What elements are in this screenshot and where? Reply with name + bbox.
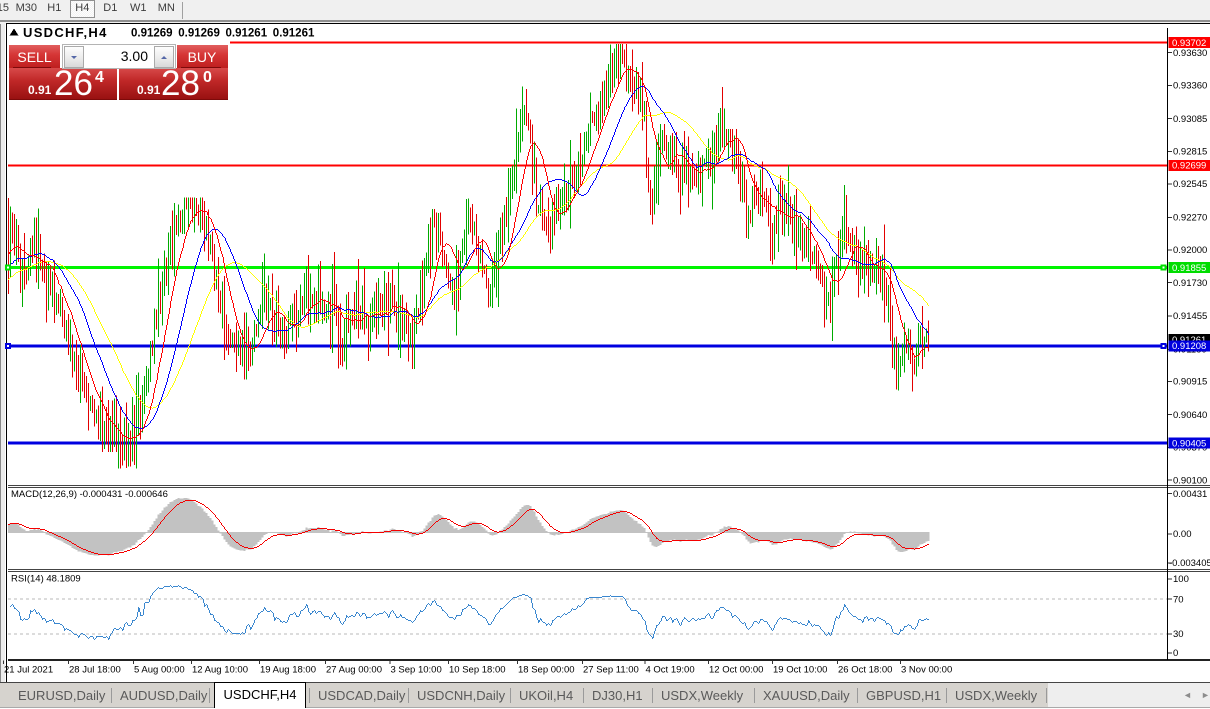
svg-text:5 Aug 00:00: 5 Aug 00:00 <box>134 664 185 675</box>
svg-text:10 Sep 18:00: 10 Sep 18:00 <box>449 664 506 675</box>
svg-text:21 Jul 2021: 21 Jul 2021 <box>4 664 53 675</box>
svg-text:18 Sep 00:00: 18 Sep 00:00 <box>518 664 575 675</box>
svg-text:0.91208: 0.91208 <box>1172 341 1206 352</box>
svg-text:70: 70 <box>1173 594 1184 605</box>
svg-text:4 Oct 19:00: 4 Oct 19:00 <box>646 664 695 675</box>
svg-text:0.00431: 0.00431 <box>1173 489 1207 500</box>
svg-text:12 Oct 00:00: 12 Oct 00:00 <box>709 664 763 675</box>
svg-text:0.92000: 0.92000 <box>1173 245 1207 256</box>
svg-text:0.92699: 0.92699 <box>1172 161 1206 172</box>
svg-text:0.00: 0.00 <box>1173 529 1192 540</box>
svg-text:0.92545: 0.92545 <box>1173 179 1207 190</box>
svg-text:19 Oct 10:00: 19 Oct 10:00 <box>773 664 827 675</box>
svg-text:-0.003405: -0.003405 <box>1169 558 1210 569</box>
svg-text:27 Sep 11:00: 27 Sep 11:00 <box>583 664 639 675</box>
svg-text:0.91855: 0.91855 <box>1172 263 1206 274</box>
svg-text:0.91269 0.91269 0.91261 0.9126: 0.91269 0.91269 0.91261 0.91261 <box>131 28 315 40</box>
svg-text:30: 30 <box>1173 629 1184 640</box>
svg-text:3 Nov 00:00: 3 Nov 00:00 <box>901 664 952 675</box>
svg-text:3 Sep 10:00: 3 Sep 10:00 <box>391 664 442 675</box>
svg-text:27 Aug 00:00: 27 Aug 00:00 <box>326 664 382 675</box>
svg-text:0.91455: 0.91455 <box>1173 311 1207 322</box>
svg-text:USDCHF,H4: USDCHF,H4 <box>23 25 108 40</box>
svg-text:12 Aug 10:00: 12 Aug 10:00 <box>192 664 248 675</box>
svg-text:28 Jul 18:00: 28 Jul 18:00 <box>69 664 121 675</box>
svg-text:100: 100 <box>1173 574 1189 585</box>
svg-text:MACD(12,26,9) -0.000431 -0.000: MACD(12,26,9) -0.000431 -0.000646 <box>11 489 168 500</box>
svg-text:0.92270: 0.92270 <box>1173 213 1207 224</box>
svg-text:0.93360: 0.93360 <box>1173 81 1207 92</box>
svg-text:RSI(14) 48.1809: RSI(14) 48.1809 <box>11 574 81 585</box>
svg-text:0.91730: 0.91730 <box>1173 278 1207 289</box>
svg-text:0.90405: 0.90405 <box>1172 438 1206 449</box>
svg-text:0.90640: 0.90640 <box>1173 410 1207 421</box>
svg-text:0.92815: 0.92815 <box>1173 147 1207 158</box>
svg-text:0.90100: 0.90100 <box>1173 475 1207 486</box>
svg-text:26 Oct 18:00: 26 Oct 18:00 <box>838 664 892 675</box>
svg-text:19 Aug 18:00: 19 Aug 18:00 <box>260 664 316 675</box>
svg-text:0.93630: 0.93630 <box>1173 48 1207 59</box>
svg-text:0: 0 <box>1173 648 1178 659</box>
svg-text:0.90915: 0.90915 <box>1173 377 1207 388</box>
svg-text:0.93085: 0.93085 <box>1173 114 1207 125</box>
svg-text:0.93702: 0.93702 <box>1172 38 1206 49</box>
